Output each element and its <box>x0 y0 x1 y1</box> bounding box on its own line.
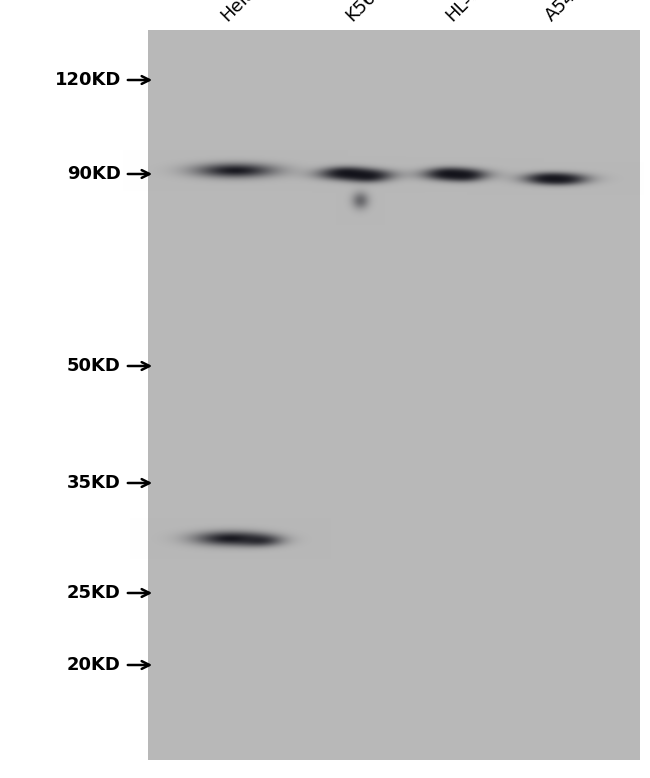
Text: A549: A549 <box>542 0 588 25</box>
Text: 35KD: 35KD <box>67 474 121 492</box>
Text: 50KD: 50KD <box>67 357 121 375</box>
Text: K562: K562 <box>343 0 387 25</box>
Text: 20KD: 20KD <box>67 656 121 674</box>
Text: HL-60: HL-60 <box>442 0 492 25</box>
Text: 25KD: 25KD <box>67 584 121 602</box>
Text: 120KD: 120KD <box>55 71 121 89</box>
Text: 90KD: 90KD <box>67 165 121 183</box>
Text: Hela: Hela <box>217 0 259 25</box>
